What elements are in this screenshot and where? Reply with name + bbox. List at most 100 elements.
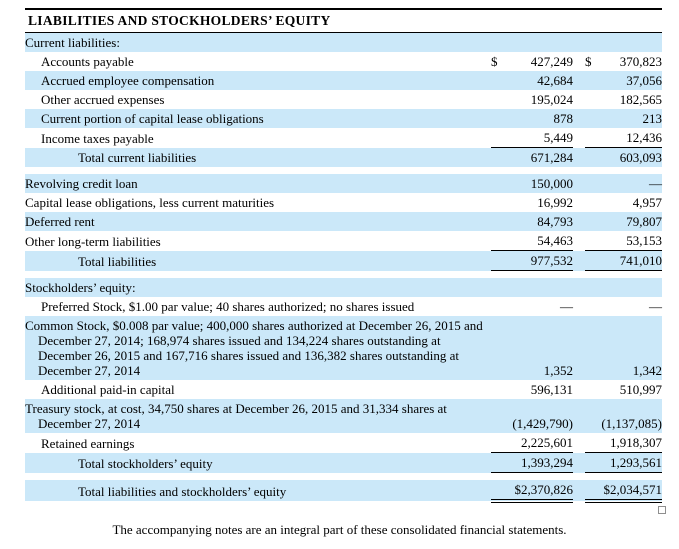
table-footer-strip <box>25 503 666 515</box>
table-row: Treasury stock, at cost, 34,750 shares a… <box>25 399 662 433</box>
table-row: Revolving credit loan 150,000 — <box>25 174 662 193</box>
row-label: Accrued employee compensation <box>41 73 215 88</box>
table-row: Other long-term liabilities 54,463 53,153 <box>25 231 662 251</box>
amount: 427,249 <box>530 54 573 69</box>
value-2014: $2,034,571 <box>585 480 662 503</box>
row-label: Revolving credit loan <box>25 176 138 191</box>
row-label: Preferred Stock, $1.00 par value; 40 sha… <box>41 299 415 314</box>
table-row: Total liabilities and stockholders’ equi… <box>25 480 662 503</box>
column-spacer <box>573 316 585 380</box>
value-2014: 510,997 <box>619 382 662 397</box>
table-top-strip <box>25 0 662 10</box>
table-row: Common Stock, $0.008 par value; 400,000 … <box>25 316 662 380</box>
column-spacer <box>573 278 585 297</box>
liabilities-and-equity-statement: LIABILITIES AND STOCKHOLDERS’ EQUITY Cur… <box>25 0 666 515</box>
value-2015: 878 <box>553 111 574 126</box>
row-label: Additional paid-in capital <box>41 382 175 397</box>
value-2014: 12,436 <box>585 128 662 148</box>
row-label: Income taxes payable <box>41 130 154 146</box>
row-label: Stockholders’ equity: <box>25 280 136 295</box>
value-2015: 671,284 <box>530 150 573 165</box>
row-label-line: Common Stock, $0.008 par value; 400,000 … <box>25 318 483 333</box>
value-2014: $370,823 <box>585 52 662 71</box>
value-2014: 182,565 <box>619 92 662 107</box>
value-2014 <box>585 33 662 52</box>
value-2015: $427,249 <box>491 52 573 71</box>
column-spacer <box>573 193 585 212</box>
row-label: Treasury stock, at cost, 34,750 shares a… <box>25 399 491 433</box>
value-2015: (1,429,790) <box>512 416 573 431</box>
amount: 370,823 <box>619 54 662 69</box>
table-row: Preferred Stock, $1.00 par value; 40 sha… <box>25 297 662 316</box>
value-2014: 603,093 <box>619 150 662 165</box>
row-label-line: December 26, 2015 and 167,716 shares iss… <box>38 348 459 363</box>
spacer-cell <box>25 167 662 174</box>
table-row: Accrued employee compensation 42,684 37,05… <box>25 71 662 90</box>
value-2014: 1,342 <box>632 363 662 378</box>
row-label: Deferred rent <box>25 214 95 229</box>
row-label: Common Stock, $0.008 par value; 400,000 … <box>25 316 491 380</box>
spacer-row <box>25 473 662 481</box>
value-2014: — <box>649 299 662 314</box>
row-label-line: December 27, 2014 <box>38 416 141 431</box>
table-row: Additional paid-in capital 596,131 510,997 <box>25 380 662 399</box>
column-spacer <box>573 33 585 52</box>
currency-symbol: $ <box>491 54 498 69</box>
column-spacer <box>573 128 585 148</box>
table-row: Other accrued expenses 195,024 182,565 <box>25 90 662 109</box>
table-row: Deferred rent 84,793 79,807 <box>25 212 662 231</box>
row-label: Capital lease obligations, less current … <box>25 195 275 210</box>
value-2014: — <box>649 176 662 191</box>
section-header-row: Current liabilities: <box>25 33 662 52</box>
section-header-row: Stockholders’ equity: <box>25 278 662 297</box>
row-label: Current portion of capital lease obligat… <box>41 111 264 126</box>
row-label: Accounts payable <box>41 54 134 69</box>
spacer-row <box>25 271 662 279</box>
value-2014: 213 <box>642 111 663 126</box>
column-spacer <box>573 380 585 399</box>
value-2014: 79,807 <box>626 214 662 229</box>
table-row: Retained earnings 2,225,601 1,918,307 <box>25 433 662 453</box>
column-spacer <box>573 52 585 71</box>
column-spacer <box>573 212 585 231</box>
row-label: Total liabilities <box>78 253 157 269</box>
table-row: Total current liabilities 671,284 603,093 <box>25 147 662 168</box>
table-row: Total liabilities 977,532 741,010 <box>25 250 662 271</box>
row-label: Other accrued expenses <box>41 92 165 107</box>
value-2015 <box>491 33 573 52</box>
table-row: Current portion of capital lease obligat… <box>25 109 662 128</box>
spacer-cell <box>25 473 662 481</box>
value-2015: 1,352 <box>543 363 573 378</box>
value-2014: 1,918,307 <box>585 433 662 453</box>
table-row: Accounts payable $427,249 $370,823 <box>25 52 662 71</box>
column-spacer <box>573 453 585 473</box>
value-2015: 54,463 <box>491 231 573 251</box>
column-spacer <box>573 174 585 193</box>
row-label: Total stockholders’ equity <box>78 455 213 471</box>
column-spacer <box>573 433 585 453</box>
value-2015: 150,000 <box>530 176 573 191</box>
row-label: Other long-term liabilities <box>25 233 161 249</box>
value-2014: 4,957 <box>632 195 662 210</box>
value-2015: 195,024 <box>530 92 573 107</box>
column-spacer <box>573 399 585 433</box>
row-label-line: Treasury stock, at cost, 34,750 shares a… <box>25 401 447 416</box>
table-resize-handle[interactable] <box>658 506 666 514</box>
value-2015: 2,225,601 <box>491 433 573 453</box>
column-spacer <box>573 148 585 168</box>
value-2014 <box>585 278 662 297</box>
value-2015: 1,393,294 <box>491 452 573 473</box>
value-2015: 5,449 <box>491 128 573 148</box>
currency-symbol: $ <box>585 54 592 69</box>
column-spacer <box>573 480 585 501</box>
column-spacer <box>573 109 585 128</box>
column-spacer <box>573 297 585 316</box>
spacer-row <box>25 167 662 174</box>
value-2014: (1,137,085) <box>601 416 662 431</box>
footer-note: The accompanying notes are an integral p… <box>112 522 567 537</box>
value-2015: — <box>560 299 573 314</box>
row-label: Retained earnings <box>41 435 135 451</box>
value-2014: 37,056 <box>626 73 662 88</box>
value-2015: 16,992 <box>537 195 573 210</box>
